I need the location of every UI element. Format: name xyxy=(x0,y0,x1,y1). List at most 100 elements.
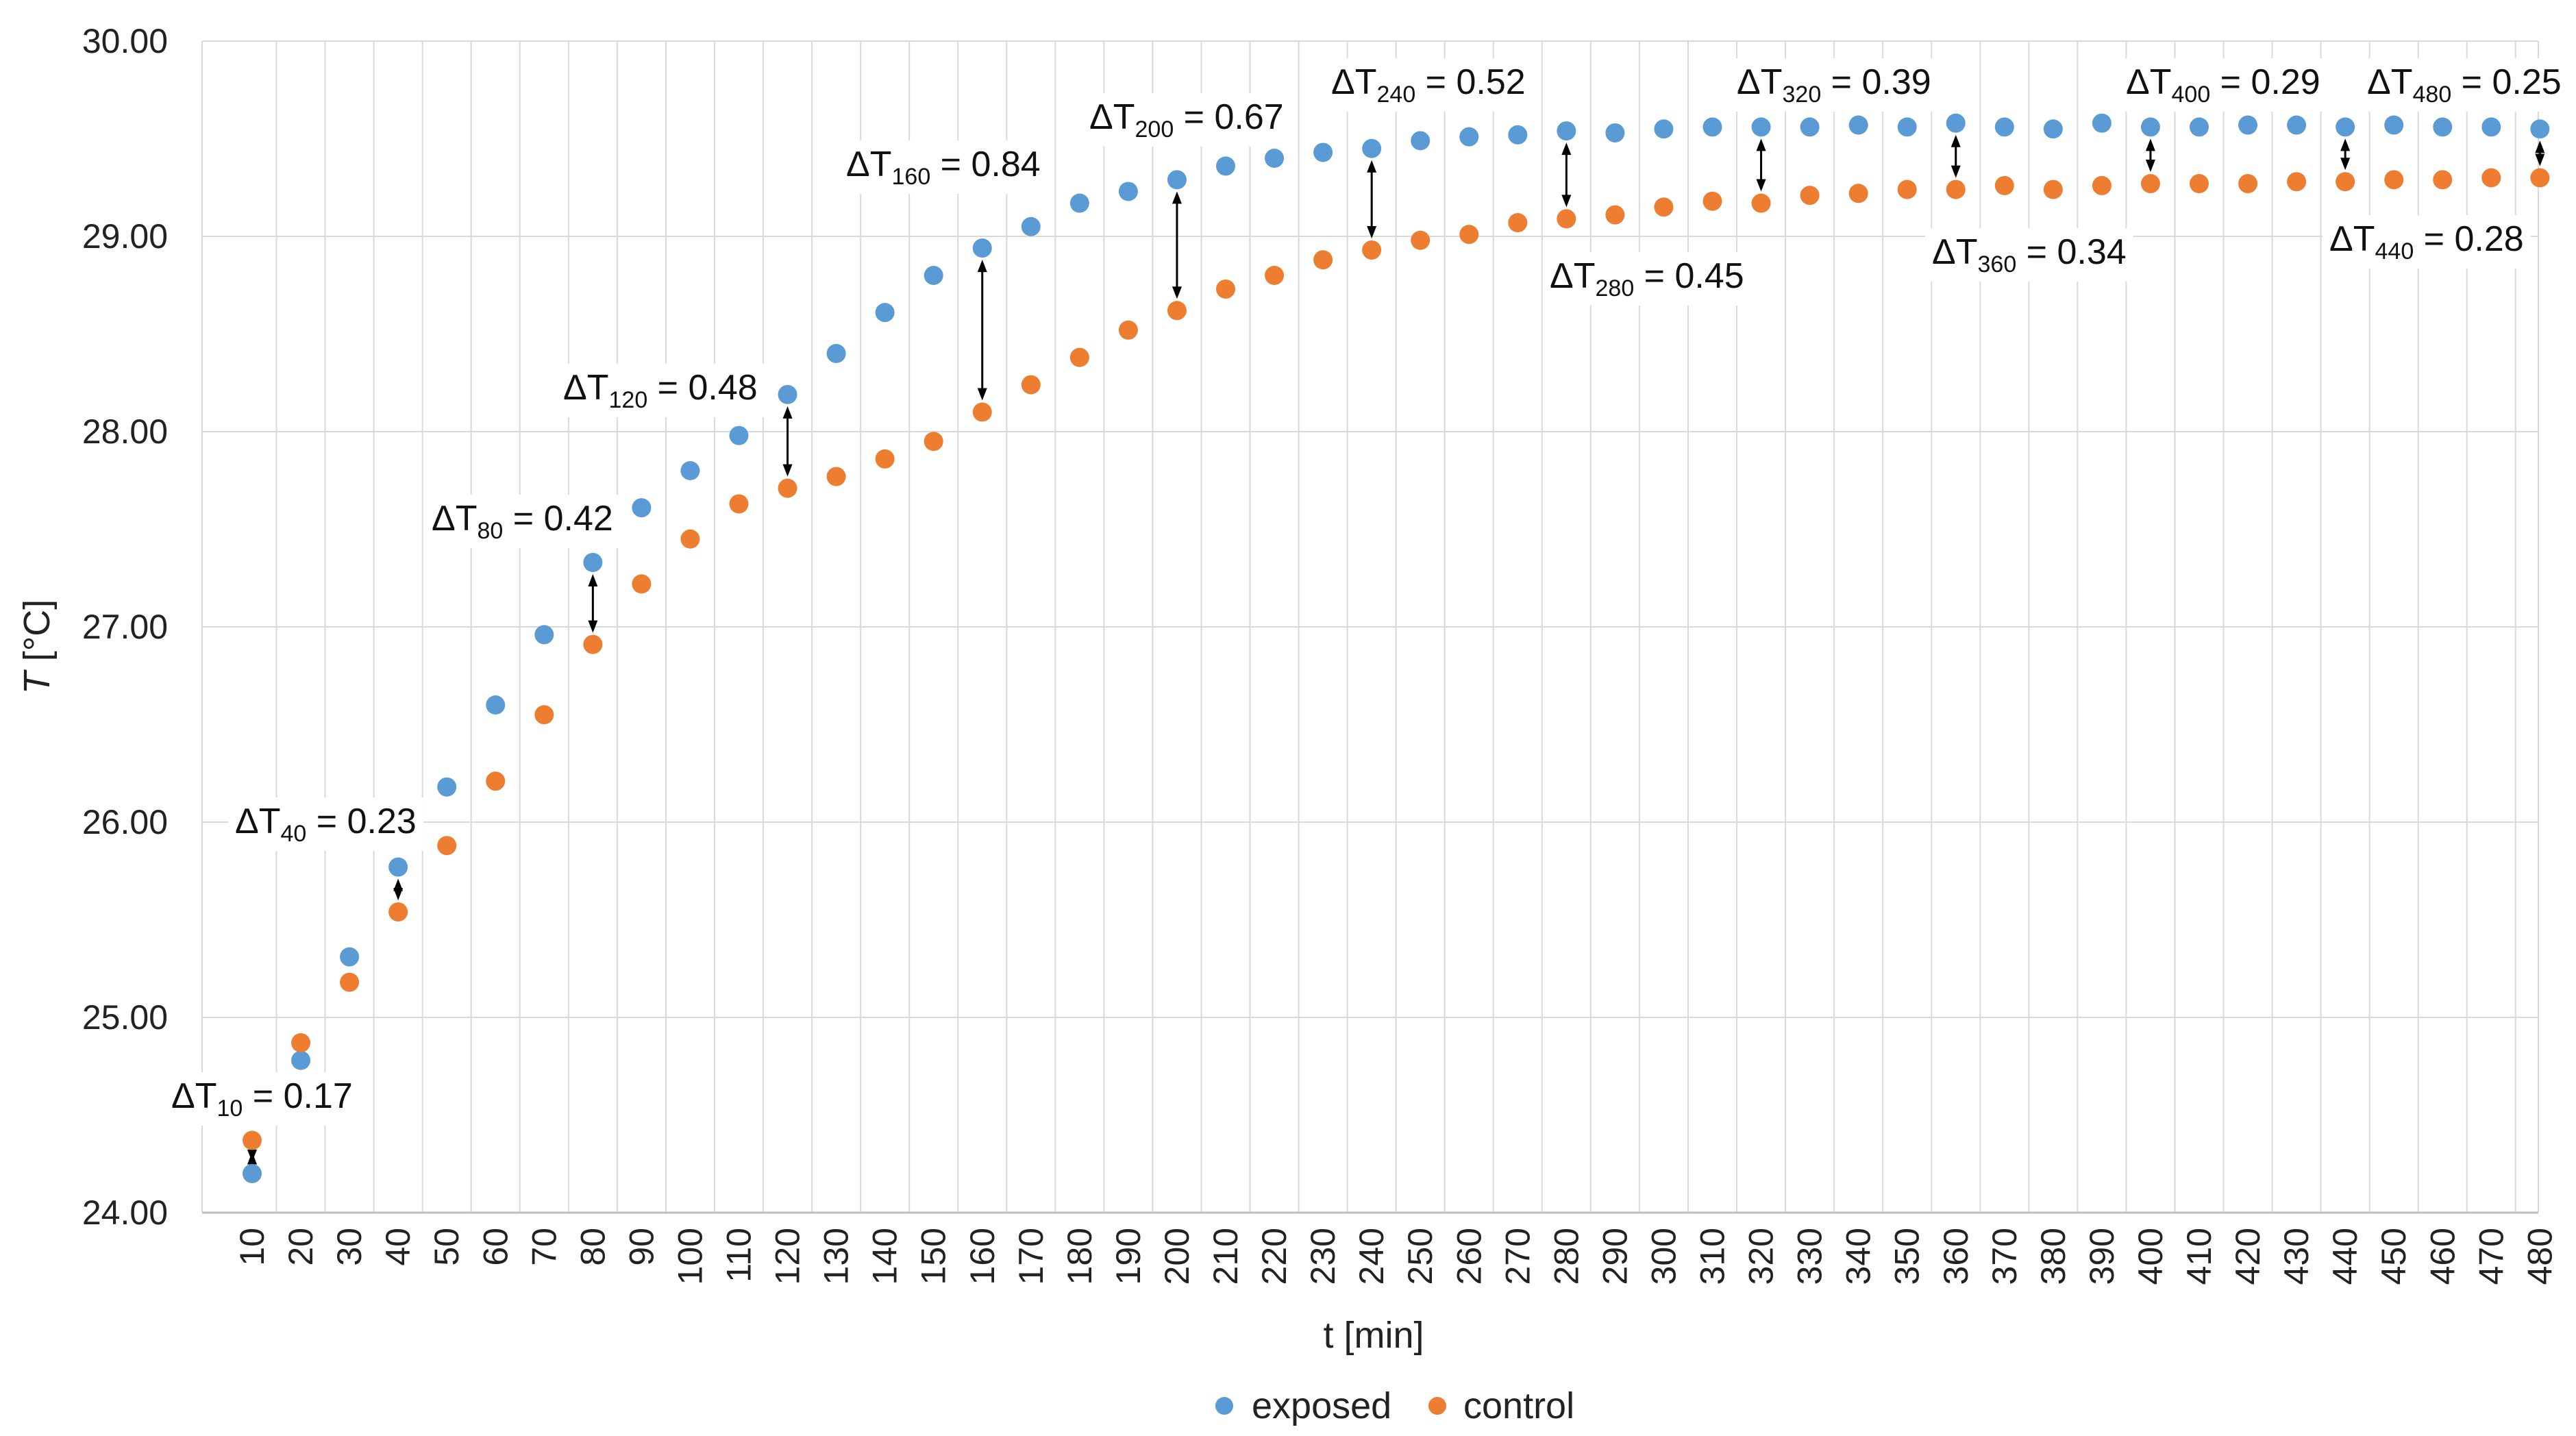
control-point xyxy=(1459,225,1479,245)
x-tick-label: 150 xyxy=(915,1228,953,1285)
delta-arrow-head xyxy=(782,464,793,477)
exposed-point xyxy=(1848,115,1868,135)
delta-annotation-80: ΔT80 = 0.42 xyxy=(432,499,613,544)
x-tick-label: 350 xyxy=(1888,1228,1927,1285)
y-tick-label: 28.00 xyxy=(82,412,168,451)
exposed-point xyxy=(1411,131,1431,151)
control-point xyxy=(1362,240,1382,260)
exposed-point xyxy=(1946,113,1966,133)
delta-value: = 0.45 xyxy=(1634,256,1744,296)
delta-arrow-head xyxy=(1561,195,1572,208)
control-point xyxy=(1751,193,1771,213)
delta-annotation-360: ΔT360 = 0.34 xyxy=(1932,232,2127,277)
delta-value: = 0.17 xyxy=(243,1076,352,1116)
delta-arrow-head xyxy=(588,620,598,633)
exposed-point xyxy=(924,266,943,285)
exposed-point xyxy=(243,1164,262,1183)
x-tick-label: 290 xyxy=(1596,1228,1634,1285)
delta-symbol: ΔT xyxy=(1737,62,1783,102)
exposed-point xyxy=(632,498,652,518)
control-point xyxy=(1946,180,1966,199)
x-tick-label: 90 xyxy=(622,1228,660,1266)
delta-subscript: 400 xyxy=(2172,82,2211,108)
delta-arrow-head xyxy=(1756,138,1766,151)
exposed-point xyxy=(2092,113,2111,133)
exposed-point xyxy=(2433,117,2453,137)
control-point xyxy=(2043,180,2063,199)
x-tick-label: 270 xyxy=(1498,1228,1537,1285)
exposed-point xyxy=(1751,117,1771,137)
exposed-point xyxy=(534,625,554,645)
delta-arrow-head xyxy=(2340,158,2351,171)
exposed-point xyxy=(486,695,506,715)
x-tick-label: 280 xyxy=(1547,1228,1585,1285)
delta-arrow-head xyxy=(2535,153,2545,166)
delta-arrow-head xyxy=(1756,179,1766,192)
control-point xyxy=(1508,213,1528,233)
annotation-label-background xyxy=(556,364,765,417)
x-tick-label: 410 xyxy=(2180,1228,2218,1285)
annotation-label-background xyxy=(1324,58,1533,112)
y-tick-label: 24.00 xyxy=(82,1193,168,1232)
control-point xyxy=(2384,170,2404,190)
annotation-label-background xyxy=(1082,93,1291,147)
delta-value: = 0.29 xyxy=(2210,62,2320,102)
x-tick-label: 310 xyxy=(1694,1228,1732,1285)
control-point xyxy=(2190,174,2209,194)
exposed-point xyxy=(2238,115,2258,135)
delta-arrow-head xyxy=(977,260,987,273)
x-tick-label: 330 xyxy=(1791,1228,1829,1285)
exposed-point xyxy=(1167,170,1187,190)
annotation-label-background xyxy=(2119,58,2327,112)
delta-arrow-head xyxy=(393,888,404,901)
delta-value: = 0.28 xyxy=(2414,219,2523,259)
control-point xyxy=(632,574,652,594)
control-point xyxy=(243,1130,262,1150)
x-tick-label: 390 xyxy=(2083,1228,2121,1285)
x-tick-label: 400 xyxy=(2131,1228,2170,1285)
control-point xyxy=(1313,250,1333,270)
control-point xyxy=(2481,168,2501,188)
control-point xyxy=(680,529,700,549)
control-point xyxy=(437,836,457,856)
delta-annotation-440: ΔT440 = 0.28 xyxy=(2329,219,2524,264)
delta-annotation-320: ΔT320 = 0.39 xyxy=(1737,62,1931,108)
y-axis-title-symbol: T xyxy=(16,669,58,694)
delta-symbol: ΔT xyxy=(1932,232,1978,272)
exposed-point xyxy=(972,238,992,258)
y-axis-title: T [°C] xyxy=(16,599,58,695)
x-tick-label: 340 xyxy=(1840,1228,1878,1285)
delta-arrow-head xyxy=(1950,165,1961,178)
exposed-point xyxy=(291,1050,311,1070)
annotation-label-background xyxy=(425,495,620,548)
delta-value: = 0.25 xyxy=(2451,62,2561,102)
x-tick-label: 380 xyxy=(2034,1228,2072,1285)
control-point xyxy=(2092,175,2111,195)
exposed-point xyxy=(388,857,408,877)
annotation-label-background xyxy=(2323,215,2531,269)
delta-arrow-head xyxy=(2145,160,2155,173)
exposed-point xyxy=(1118,182,1138,201)
control-point xyxy=(875,449,895,469)
delta-arrow-head xyxy=(1172,191,1182,204)
annotation-label-background xyxy=(839,140,1048,194)
exposed-point xyxy=(2287,115,2307,135)
exposed-point xyxy=(1994,117,2014,137)
delta-subscript: 80 xyxy=(478,518,504,544)
control-point xyxy=(291,1033,311,1053)
y-tick-label: 25.00 xyxy=(82,998,168,1037)
delta-subscript: 480 xyxy=(2413,82,2452,108)
x-tick-label: 180 xyxy=(1061,1228,1099,1285)
exposed-point xyxy=(2043,119,2063,139)
delta-annotation-480: ΔT480 = 0.25 xyxy=(2367,62,2562,108)
x-tick-label: 30 xyxy=(330,1228,369,1266)
x-tick-label: 370 xyxy=(1985,1228,2024,1285)
control-point xyxy=(1411,230,1431,250)
control-point xyxy=(1994,175,2014,195)
control-point xyxy=(1897,180,1917,199)
delta-annotation-240: ΔT240 = 0.52 xyxy=(1331,62,1526,108)
control-point xyxy=(924,432,943,451)
exposed-point xyxy=(340,947,360,967)
annotation-label-background xyxy=(1925,228,2133,282)
